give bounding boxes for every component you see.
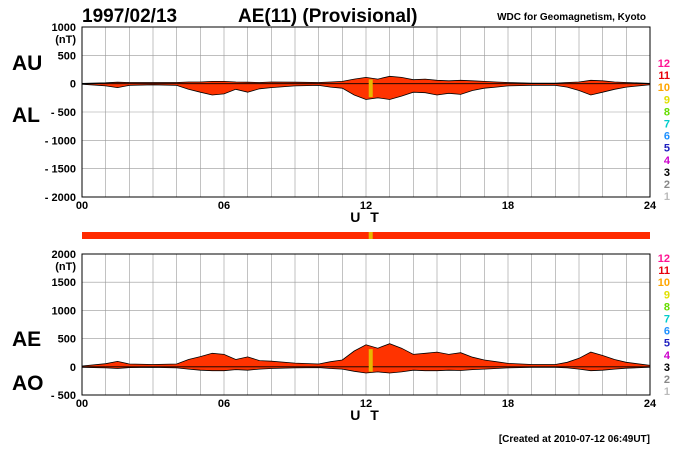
- station-count-label: 12: [658, 253, 670, 265]
- station-count-label: 12: [658, 58, 670, 70]
- y-tick-label: 1000: [52, 22, 76, 34]
- station-count-label: 11: [658, 70, 670, 82]
- x-tick-label: 12: [360, 398, 372, 410]
- x-tick-label: 24: [644, 200, 657, 212]
- y-tick-label: 0: [70, 79, 76, 91]
- station-count-label: 10: [658, 277, 670, 289]
- y-tick-label: - 500: [51, 390, 76, 402]
- series-label-al: AL: [12, 104, 40, 127]
- station-count-label: 6: [664, 131, 670, 143]
- source-label: WDC for Geomagnetism, Kyoto: [497, 12, 646, 23]
- created-timestamp: [Created at 2010-07-12 06:49UT]: [499, 434, 650, 445]
- station-count-label: 1: [664, 191, 670, 203]
- y-tick-label: 500: [58, 50, 76, 62]
- station-count-label: 1: [664, 386, 670, 398]
- y-tick-label: 500: [58, 334, 76, 346]
- status-bar-highlight: [368, 232, 373, 239]
- series-label-ao: AO: [12, 372, 44, 395]
- y-tick-label: 1500: [52, 277, 76, 289]
- station-count-label: 4: [664, 155, 671, 167]
- station-count-label: 10: [658, 82, 670, 94]
- station-count-label: 3: [664, 362, 670, 374]
- au-al-panel: 1000 500 0 - 500 - 1000 - 1500 - 2000 (nT) 00 06 1…: [12, 22, 657, 225]
- y-unit-label: (nT): [55, 34, 76, 46]
- x-tick-label: 06: [218, 398, 230, 410]
- station-count-label: 2: [664, 374, 670, 386]
- station-count-label: 5: [664, 338, 670, 350]
- plot-frame: [81, 253, 651, 396]
- y-tick-label: 1000: [52, 305, 76, 317]
- series-label-au: AU: [12, 52, 42, 75]
- x-tick-label: 06: [218, 200, 230, 212]
- x-axis-label: U T: [350, 209, 382, 225]
- station-count-label: 6: [664, 326, 670, 338]
- station-count-label: 9: [664, 289, 670, 301]
- series-label-ae: AE: [12, 328, 41, 351]
- station-count-label: 3: [664, 167, 670, 179]
- index-area-fill: [81, 343, 651, 374]
- index-area-fill: [81, 75, 651, 100]
- x-tick-label: 12: [360, 200, 372, 212]
- date-title: 1997/02/13: [82, 6, 177, 27]
- y-tick-label: - 1000: [45, 135, 76, 147]
- x-tick-label: 18: [502, 398, 514, 410]
- y-tick-label: - 1500: [45, 164, 76, 176]
- y-tick-label: 2000: [52, 249, 76, 261]
- x-axis-label: U T: [350, 407, 382, 423]
- y-unit-label: (nT): [55, 261, 76, 273]
- station-count-label: 7: [664, 119, 670, 131]
- stations-highlight-mark: [368, 79, 373, 98]
- index-title: AE(11) (Provisional): [238, 6, 418, 27]
- plot-frame: [81, 26, 651, 198]
- station-count-label: 7: [664, 314, 670, 326]
- y-tick-label: 0: [70, 362, 76, 374]
- station-count-label: 11: [658, 265, 670, 277]
- x-tick-label: 18: [502, 200, 514, 212]
- y-tick-label: - 2000: [45, 192, 76, 204]
- x-tick-label: 24: [644, 398, 657, 410]
- station-count-label: 2: [664, 179, 670, 191]
- station-count-label: 9: [664, 94, 670, 106]
- x-tick-label: 00: [76, 398, 88, 410]
- station-count-label: 4: [664, 350, 671, 362]
- x-tick-label: 00: [76, 200, 88, 212]
- station-count-label: 8: [664, 301, 670, 313]
- y-tick-label: - 500: [51, 107, 76, 119]
- ae-ao-panel: 2000 1500 1000 500 0 - 500 (nT) 00 06 12 18 24 U T AE…: [12, 249, 657, 423]
- stations-highlight-mark: [368, 349, 373, 372]
- station-count-label: 5: [664, 143, 670, 155]
- status-bar: [82, 232, 650, 239]
- station-count-label: 8: [664, 106, 670, 118]
